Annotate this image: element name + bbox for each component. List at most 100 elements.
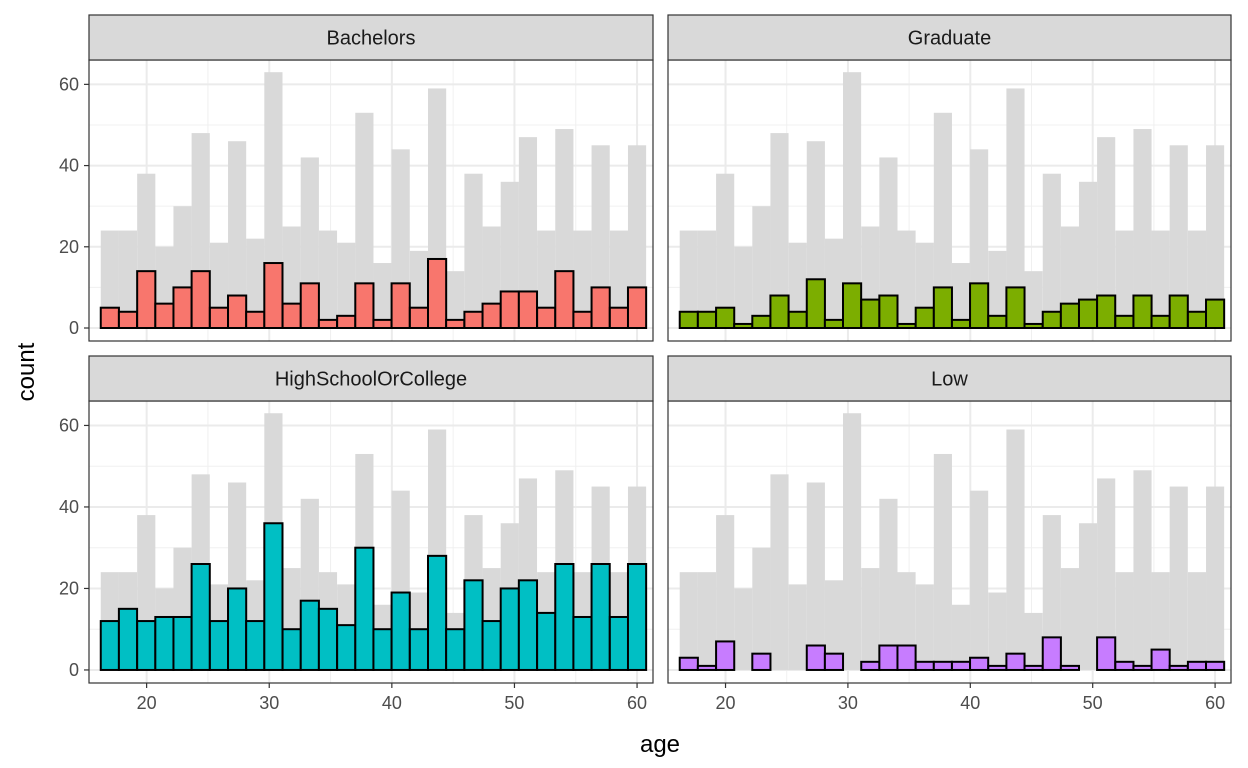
background-bar [788,242,807,329]
y-tick-label: 0 [69,318,79,338]
histogram-bar [263,262,284,330]
background-bar [373,263,392,329]
background-bar [1097,478,1116,670]
histogram-bar [590,563,611,671]
histogram-bar [751,314,772,330]
y-axis-title: count [13,342,40,401]
histogram-bar [136,620,157,671]
histogram-bar [263,522,284,671]
histogram-bar [1005,652,1026,671]
histogram-bar [354,546,375,671]
facet-panel-highschoolorcollege: HighSchoolOrCollege 20 30 40 50 60 0 20 40 60 [59,355,654,713]
background-bar [209,242,229,329]
histogram-bar [227,294,248,330]
x-tick-label: 50 [504,693,524,713]
background-bar [1042,173,1061,329]
histogram-bar [245,620,266,671]
background-bar [1187,572,1207,670]
facet-strip [88,14,654,61]
background-bar [1024,612,1043,670]
histogram-bar [554,563,575,671]
histogram-bar [896,322,917,330]
histogram-bar [1168,294,1189,330]
y-tick-label: 20 [59,237,79,257]
histogram-bar [281,302,302,330]
histogram-bar [336,624,357,671]
background-bar [933,453,952,670]
histogram-bar [463,579,484,671]
histogram-bar [1114,660,1135,671]
y-tick-label: 40 [59,156,79,176]
background-bar [933,112,952,329]
background-bar [482,226,501,329]
background-bar [879,157,898,329]
histogram-bar [733,322,754,330]
background-bar [897,230,916,329]
background-bar [355,112,374,329]
histogram-bar [154,615,175,671]
histogram-bar [678,656,699,671]
histogram-bar [878,644,899,671]
histogram-bar [481,620,502,671]
x-tick-label: 40 [960,693,980,713]
histogram-bar [445,628,466,671]
background-bar [1060,568,1080,670]
histogram-bar [172,615,193,671]
histogram-bar [299,599,320,671]
histogram-bar [932,286,953,330]
y-tick-label: 60 [59,74,79,94]
histogram-bar [354,282,375,330]
histogram-bar [715,306,736,330]
x-tick-label: 30 [259,693,279,713]
background-bar [591,145,610,329]
histogram-bar [572,615,593,671]
background-bar [697,230,716,329]
background-bar [716,173,735,329]
background-bar [573,230,592,329]
background-bar [1060,226,1080,329]
background-bar [770,474,789,670]
histogram-bar [787,310,808,330]
histogram-bar [1077,298,1099,330]
facet-strip [88,355,654,402]
background-bar [464,173,483,329]
background-bar [1024,271,1043,329]
facet-strip-label: Low [931,369,968,391]
panels-layer: Bachelors 0 20 40 60 Graduate HighSchoolOrColl… [59,14,1232,713]
histogram-bar [626,286,648,330]
background-bar [843,72,862,329]
background-bar [988,592,1007,670]
background-bar [915,242,934,329]
facet-strip-label: Bachelors [327,28,416,50]
background-bar [1133,470,1152,670]
background-bar [861,568,880,670]
background-bar [679,230,698,329]
histogram-bar [914,306,935,330]
background-bar [1151,572,1170,670]
histogram-bar [445,318,466,330]
facet-strip [667,14,1232,61]
histogram-bar [590,286,611,330]
x-tick-label: 50 [1083,693,1103,713]
background-bar [824,238,844,329]
background-bar [1006,88,1025,329]
x-axis-title: age [640,731,680,758]
x-tick-label: 60 [1205,693,1225,713]
background-bar [1097,137,1116,329]
background-bar [1187,230,1207,329]
histogram-bar [317,318,339,330]
background-bar [1115,572,1134,670]
background-bar [1006,429,1025,670]
x-tick-label: 20 [137,693,157,713]
histogram-bar [1168,664,1189,671]
histogram-bar [208,306,230,330]
histogram-bar [426,257,448,330]
background-bar [537,230,556,329]
histogram-bar [99,620,120,671]
histogram-bar [572,310,593,330]
histogram-bar [608,306,630,330]
histogram-bar [696,310,717,330]
background-bar [988,250,1007,329]
histogram-bar [1132,294,1153,330]
